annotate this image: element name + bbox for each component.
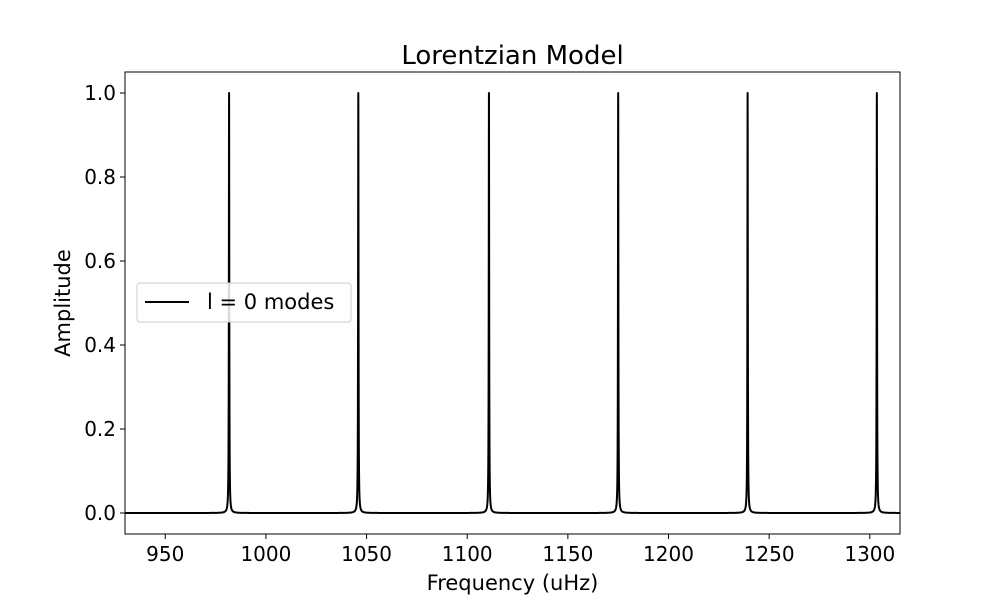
y-tick-label: 0.4: [84, 333, 116, 357]
x-tick-label: 1000: [240, 542, 291, 566]
plot-frame: [124, 71, 901, 535]
x-tick-label: 1250: [744, 542, 795, 566]
plot-area: [124, 92, 901, 514]
x-axis: 950 1000 1050 1100 1150 1200 1250 1300: [146, 534, 895, 566]
y-tick-label: 0.2: [84, 417, 116, 441]
x-tick-label: 1200: [643, 542, 694, 566]
legend-box: [136, 282, 352, 323]
x-tick-label: 1150: [542, 542, 593, 566]
legend: l = 0 modes: [136, 282, 352, 323]
x-tick-label: 950: [146, 542, 184, 566]
x-tick-label: 1050: [341, 542, 392, 566]
x-tick-label: 1100: [442, 542, 493, 566]
x-axis-label: Frequency (uHz): [427, 571, 599, 595]
y-tick-label: 0.6: [84, 249, 116, 273]
chart-title: Lorentzian Model: [401, 41, 623, 71]
y-axis-label: Amplitude: [51, 249, 75, 357]
x-tick-label: 1300: [844, 542, 895, 566]
y-tick-label: 0.0: [84, 501, 116, 525]
series-line-0: [124, 92, 901, 514]
y-tick-label: 0.8: [84, 165, 116, 189]
legend-label: l = 0 modes: [207, 290, 334, 314]
y-axis: 0.0 0.2 0.4 0.6 0.8 1.0: [84, 81, 125, 525]
y-tick-label: 1.0: [84, 81, 116, 105]
